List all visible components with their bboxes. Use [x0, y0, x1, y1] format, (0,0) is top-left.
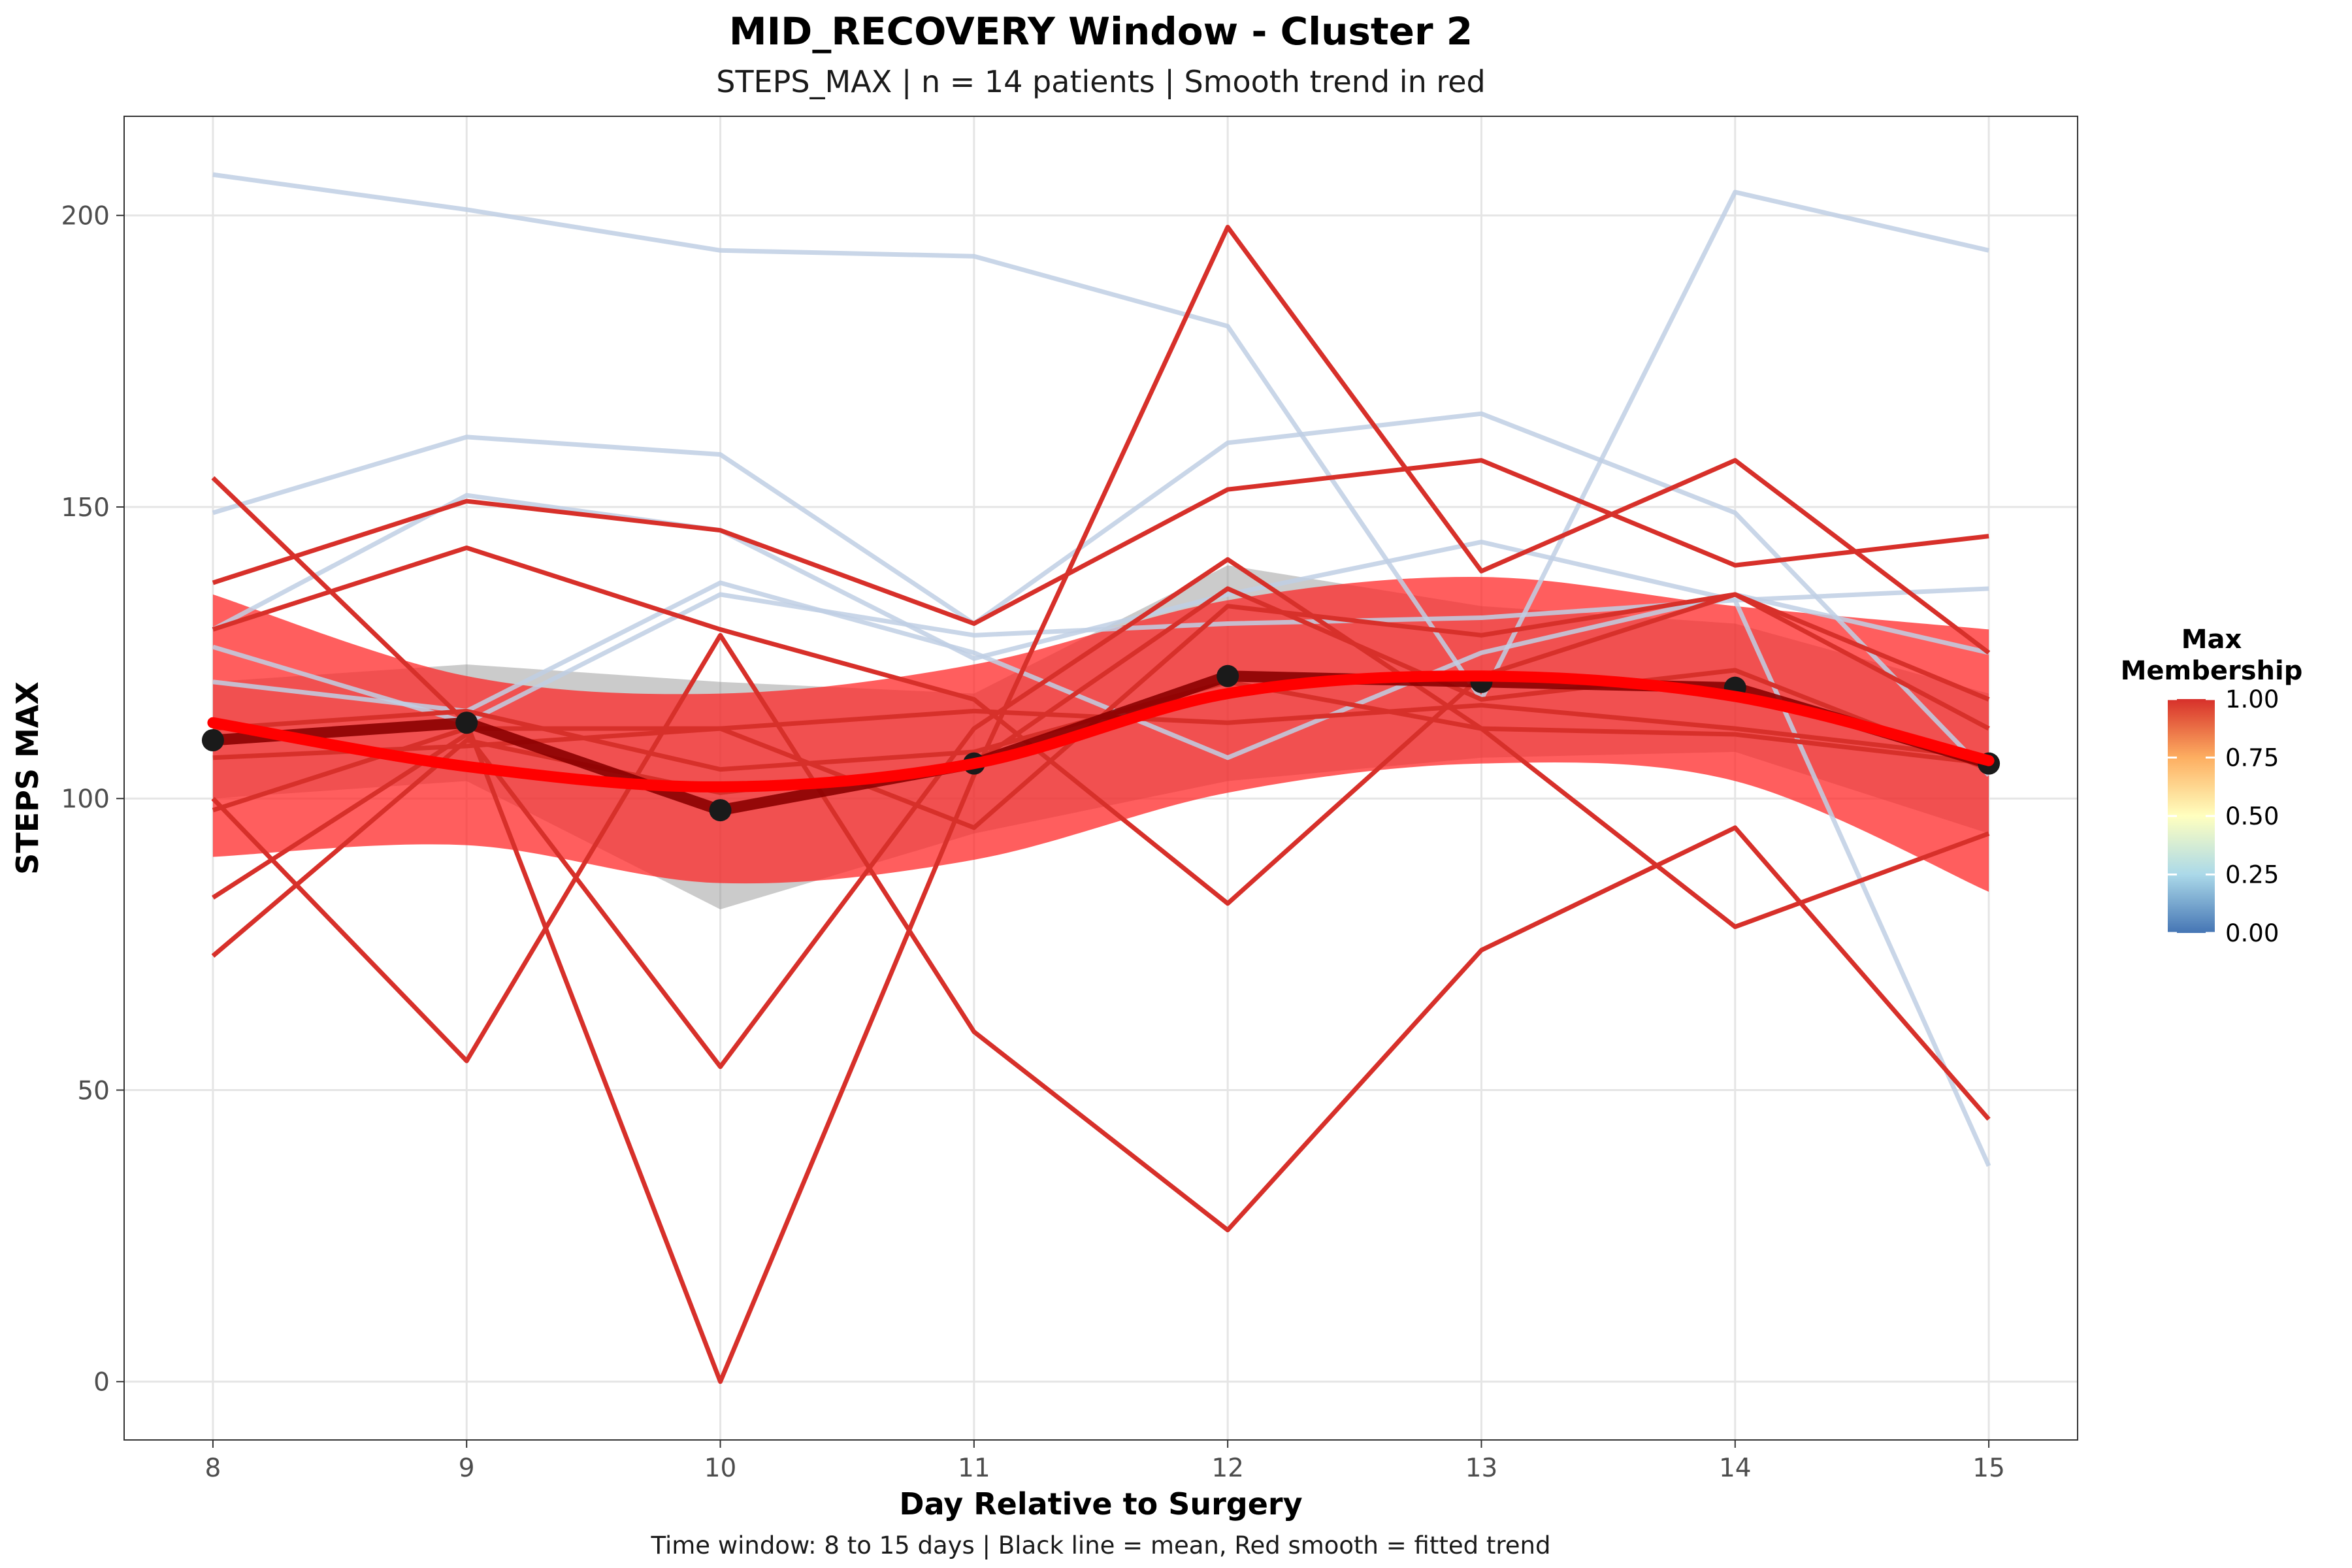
x-tick-label: 15 — [1972, 1454, 2005, 1483]
patient-line — [211, 586, 1990, 958]
x-tick-label: 8 — [204, 1454, 221, 1483]
legend-label: 0.50 — [2225, 802, 2279, 830]
x-tick-label: 10 — [704, 1454, 737, 1483]
chart-caption: Time window: 8 to 15 days | Black line =… — [651, 1531, 1551, 1560]
x-tick-label: 12 — [1211, 1454, 1244, 1483]
patient-line — [212, 557, 1990, 1070]
x-tick-label: 9 — [459, 1454, 475, 1483]
patient-line — [212, 411, 1991, 777]
x-tick-label: 14 — [1719, 1454, 1752, 1483]
legend-title-line: Membership — [2121, 656, 2303, 686]
chart-title: MID_RECOVERY Window - Cluster 2 — [729, 9, 1473, 54]
patient-line — [211, 225, 1991, 1384]
y-tick-label: 200 — [61, 202, 110, 231]
patient-line — [212, 545, 1990, 906]
mean-point — [201, 728, 224, 751]
y-tick-label: 100 — [61, 785, 110, 814]
chart-subtitle: STEPS_MAX | n = 14 patients | Smooth tre… — [716, 64, 1486, 100]
y-axis-title: STEPS MAX — [10, 681, 45, 875]
y-tick-label: 50 — [77, 1076, 110, 1105]
patient-line — [212, 493, 1991, 1167]
patient-line — [212, 172, 1989, 702]
legend-label: 0.75 — [2225, 744, 2279, 772]
mean-layer — [201, 664, 2001, 822]
x-tick-label: 13 — [1465, 1454, 1498, 1483]
legend-label: 1.00 — [2225, 685, 2279, 713]
x-tick-label: 11 — [958, 1454, 990, 1483]
legend-label: 0.00 — [2225, 919, 2279, 947]
smooth-trend-line — [207, 670, 1995, 792]
plot-area — [201, 172, 2001, 1384]
mean-point — [1217, 664, 1239, 687]
patient-line — [212, 458, 1989, 626]
x-axis-title: Day Relative to Surgery — [899, 1486, 1302, 1522]
mean-point — [455, 711, 478, 734]
mean-point — [709, 799, 732, 822]
patient-line — [211, 632, 1991, 1233]
legend-label: 0.25 — [2225, 861, 2279, 889]
plot-border — [123, 116, 2078, 1441]
y-tick-label: 0 — [93, 1368, 110, 1397]
y-tick-label: 150 — [61, 493, 110, 523]
legend-title-line: Max — [2181, 625, 2242, 655]
